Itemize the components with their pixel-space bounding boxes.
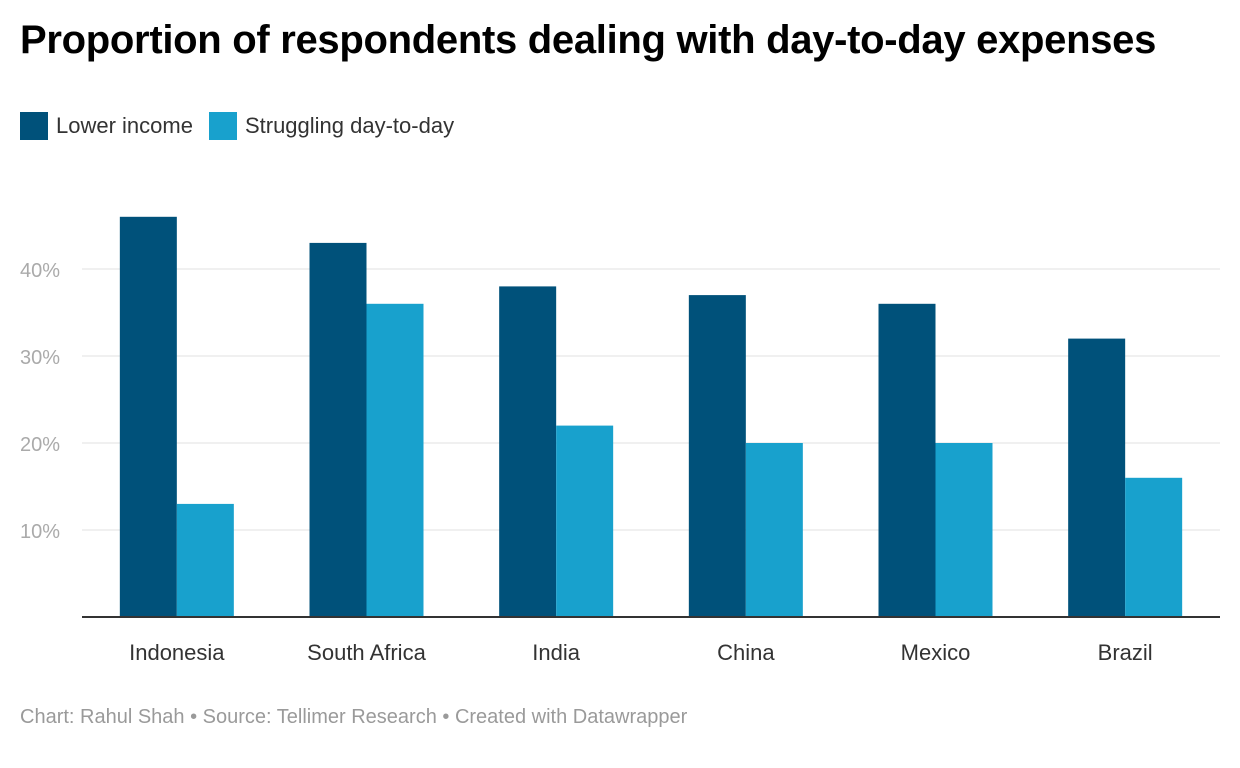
y-tick-label: 30% [20,347,60,369]
y-tick-label: 20% [20,434,60,456]
y-tick-label: 10% [20,521,60,543]
bar-struggling [556,425,614,617]
bar-lower-income [688,295,746,617]
chart-title: Proportion of respondents dealing with d… [20,18,1157,62]
bar-struggling [935,443,993,617]
bar-lower-income [499,286,557,617]
legend-item-lower-income: Lower income [20,112,193,140]
footer-credit: Chart: Rahul Shah • Source: Tellimer Res… [20,706,688,728]
bar-lower-income [878,303,936,617]
legend-item-struggling: Struggling day-to-day [208,112,455,140]
bar-struggling [366,303,424,617]
bar-lower-income [1068,338,1126,617]
bar-lower-income [119,216,177,618]
legend-label-lower-income: Lower income [56,113,193,138]
legend: Lower income Struggling day-to-day [20,112,470,140]
bar-struggling [1125,477,1183,617]
y-tick-label: 40% [20,260,60,282]
bar-struggling [745,443,803,617]
bar-struggling [176,503,234,617]
x-category-label: India [532,640,580,665]
x-category-label: China [717,640,775,665]
legend-swatch-lower-income [20,112,48,140]
legend-label-struggling: Struggling day-to-day [244,113,455,138]
bar-lower-income [309,242,367,617]
legend-swatch-struggling [208,112,237,140]
x-category-label: Brazil [1098,640,1153,665]
x-category-label: Indonesia [129,640,225,665]
x-category-label: South Africa [307,640,426,665]
x-category-label: Mexico [901,640,971,665]
